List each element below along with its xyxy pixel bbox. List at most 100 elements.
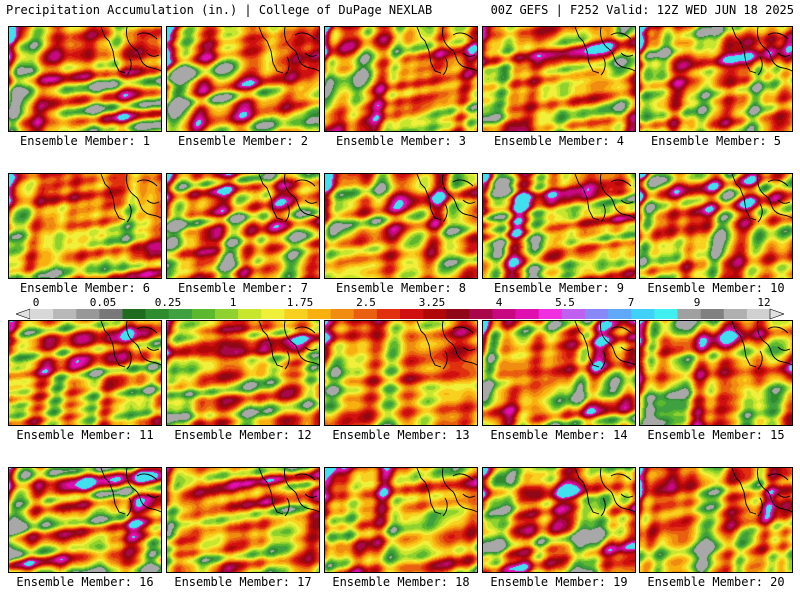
- great-lakes-coastline: [100, 27, 161, 76]
- colorbar-bin: [746, 309, 771, 319]
- model-run-valid-time: 00Z GEFS | F252 Valid: 12Z WED JUN 18 20…: [490, 3, 794, 17]
- colorbar-bin: [515, 309, 540, 319]
- great-lakes-coastline: [258, 174, 319, 223]
- great-lakes-coastline: [731, 321, 792, 370]
- ensemble-member-map: [166, 26, 320, 132]
- colorbar-bin: [99, 309, 123, 319]
- colorbar-bin: [76, 309, 100, 319]
- precipitation-field: [167, 27, 319, 131]
- colorbar-tick-label: 3.25: [418, 296, 446, 309]
- ensemble-member-map: [639, 26, 793, 132]
- ensemble-member-label: Ensemble Member: 1: [19, 134, 151, 148]
- ensemble-member-map: [324, 26, 478, 132]
- precipitation-field: [640, 27, 792, 131]
- colorbar-bin: [376, 309, 401, 319]
- great-lakes-coastline: [574, 27, 635, 76]
- ensemble-member-label: Ensemble Member: 5: [650, 134, 782, 148]
- great-lakes-coastline: [416, 468, 477, 517]
- ensemble-member-label: Ensemble Member: 4: [493, 134, 625, 148]
- colorbar-min-arrow: [16, 308, 31, 320]
- ensemble-member-map: [482, 320, 636, 426]
- great-lakes-coastline: [574, 468, 635, 517]
- great-lakes-coastline: [574, 321, 635, 370]
- colorbar-bin: [53, 309, 77, 319]
- colorbar-bin: [330, 309, 355, 319]
- ensemble-member-label: Ensemble Member: 17: [174, 575, 312, 589]
- colorbar-tick-label: 2.5: [356, 296, 376, 309]
- ensemble-member-map: [166, 320, 320, 426]
- great-lakes-coastline: [416, 174, 477, 223]
- colorbar-bin: [654, 309, 678, 319]
- great-lakes-coastline: [100, 174, 161, 223]
- colorbar-bin: [561, 309, 586, 319]
- ensemble-member-label: Ensemble Member: 8: [335, 281, 467, 295]
- ensemble-member-map: [324, 467, 478, 573]
- colorbar-bin: [631, 309, 655, 319]
- colorbar-bin: [284, 309, 308, 319]
- precipitation-field: [325, 174, 477, 278]
- ensemble-member-map: [482, 26, 636, 132]
- great-lakes-coastline: [731, 468, 792, 517]
- ensemble-member-label: Ensemble Member: 2: [177, 134, 309, 148]
- colorbar-tick-label: 0.25: [154, 296, 182, 309]
- great-lakes-coastline: [416, 27, 477, 76]
- great-lakes-coastline: [258, 321, 319, 370]
- product-title: Precipitation Accumulation (in.) | Colle…: [6, 3, 433, 17]
- ensemble-member-map: [8, 26, 162, 132]
- colorbar-tick-label: 0.05: [89, 296, 117, 309]
- colorbar-bin: [446, 309, 470, 319]
- precipitation-field: [483, 174, 635, 278]
- colorbar-bin: [469, 309, 493, 319]
- colorbar-tick-label: 12: [757, 296, 771, 309]
- precipitation-field: [640, 321, 792, 425]
- ensemble-member-label: Ensemble Member: 9: [493, 281, 625, 295]
- ensemble-member-label: Ensemble Member: 15: [647, 428, 785, 442]
- ensemble-member-map: [639, 467, 793, 573]
- ensemble-member-map: [482, 173, 636, 279]
- ensemble-member-map: [639, 173, 793, 279]
- ensemble-member-map: [166, 467, 320, 573]
- ensemble-member-label: Ensemble Member: 19: [490, 575, 628, 589]
- ensemble-member-label: Ensemble Member: 20: [647, 575, 785, 589]
- colorbar-bin: [400, 309, 424, 319]
- great-lakes-coastline: [574, 174, 635, 223]
- ensemble-member-map: [166, 173, 320, 279]
- ensemble-member-label: Ensemble Member: 11: [16, 428, 154, 442]
- ensemble-member-label: Ensemble Member: 10: [647, 281, 785, 295]
- colorbar-bin: [261, 309, 285, 319]
- colorbar-bin: [492, 309, 516, 319]
- ensemble-member-label: Ensemble Member: 14: [490, 428, 628, 442]
- ensemble-member-map: [482, 467, 636, 573]
- ensemble-member-label: Ensemble Member: 6: [19, 281, 151, 295]
- ensemble-member-map: [324, 173, 478, 279]
- colorbar-tick-label: 9: [693, 296, 701, 309]
- colorbar-bin: [723, 309, 748, 319]
- colorbar-bin: [538, 309, 563, 319]
- ensemble-member-label: Ensemble Member: 18: [332, 575, 470, 589]
- ensemble-member-map: [8, 173, 162, 279]
- great-lakes-coastline: [258, 27, 319, 76]
- colorbar-bin: [423, 309, 447, 319]
- precipitation-field: [9, 27, 161, 131]
- colorbar-tick-label: 4: [495, 296, 503, 309]
- precipitation-field: [167, 321, 319, 425]
- precipitation-field: [483, 27, 635, 131]
- colorbar-bin: [145, 309, 170, 319]
- colorbar-bin: [168, 309, 193, 319]
- great-lakes-coastline: [731, 27, 792, 76]
- colorbar-bin: [608, 309, 632, 319]
- great-lakes-coastline: [731, 174, 792, 223]
- precipitation-colorbar: [16, 308, 784, 320]
- colorbar-tick-label: 1.75: [286, 296, 314, 309]
- precipitation-field: [167, 174, 319, 278]
- ensemble-member-label: Ensemble Member: 12: [174, 428, 312, 442]
- colorbar-bin: [30, 309, 54, 319]
- precipitation-field: [325, 321, 477, 425]
- great-lakes-coastline: [100, 321, 161, 370]
- ensemble-member-label: Ensemble Member: 7: [177, 281, 309, 295]
- great-lakes-coastline: [416, 321, 477, 370]
- precipitation-field: [9, 321, 161, 425]
- colorbar-bin: [585, 309, 609, 319]
- great-lakes-coastline: [100, 468, 161, 517]
- colorbar-tick-label: 0: [32, 296, 40, 309]
